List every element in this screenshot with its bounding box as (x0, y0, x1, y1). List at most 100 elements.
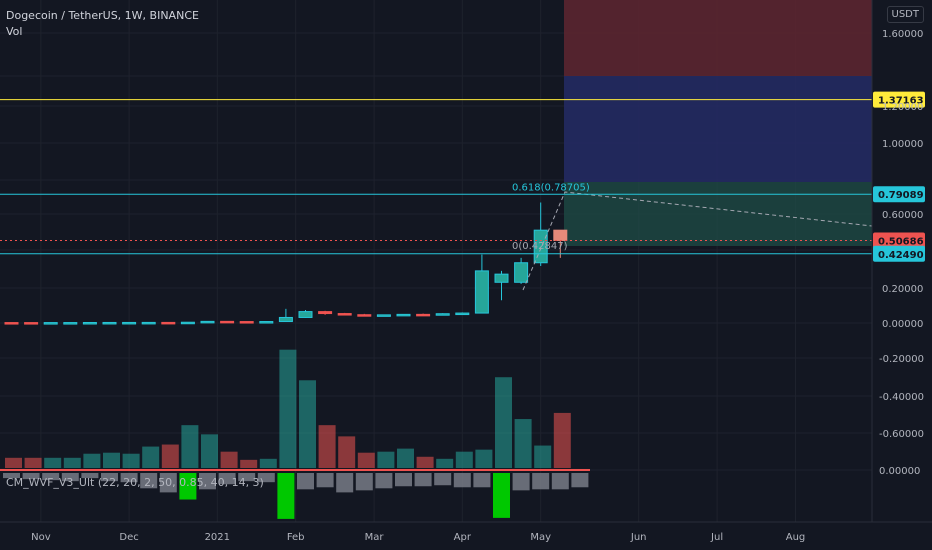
wvf-bar (42, 473, 60, 481)
candle-body (396, 313, 411, 317)
wvf-bar (159, 473, 177, 493)
price-tick-label: 0.20000 (882, 284, 923, 295)
candle-body (474, 270, 489, 314)
volume-bar (279, 349, 297, 468)
indicator-legend[interactable]: CM_WVF_V3_Ult (22, 20, 2, 50, 0.85, 40, … (6, 476, 264, 489)
wvf-bar (375, 473, 393, 489)
price-tick-label: 0.60000 (882, 210, 923, 221)
wvf-bar (316, 473, 334, 488)
volume-bar (534, 445, 552, 468)
volume-bar (318, 425, 336, 468)
candle-body (514, 262, 529, 283)
candle-body (4, 322, 19, 325)
price-line-label-bg (873, 91, 925, 108)
time-tick-label: Mar (365, 532, 385, 543)
wvf-bar (199, 473, 216, 490)
volume-bar (299, 380, 316, 468)
wvf-bar (238, 473, 256, 482)
time-tick-label: Apr (454, 532, 472, 543)
fib-label: 0.618(0.78705) (512, 182, 590, 193)
volume-bar (142, 446, 160, 468)
volume-bar (553, 412, 571, 468)
volume-bar (514, 419, 532, 468)
candle-body (141, 321, 156, 325)
fib-label: 0(0.42847) (512, 241, 568, 252)
time-tick-label: Aug (786, 532, 806, 543)
candle-body (259, 321, 274, 324)
wvf-bar (101, 473, 118, 482)
candle-body (278, 316, 293, 323)
symbol-title[interactable]: Dogecoin / TetherUS, 1W, BINANCE (6, 9, 199, 22)
wvf-bar (81, 473, 99, 479)
volume-bar (220, 451, 238, 468)
candle-body (494, 273, 509, 283)
candle-body (102, 321, 117, 325)
price-tick-label: 1.00000 (882, 139, 923, 150)
wvf-bar (61, 473, 79, 482)
wvf-bar (571, 473, 589, 488)
volume-bar (357, 452, 375, 468)
wvf-bar (414, 473, 432, 487)
candle-body (533, 229, 548, 264)
price-line-label-bg (873, 186, 925, 203)
candle-body (122, 321, 137, 325)
volume-bar (455, 451, 473, 468)
price-line-label-bg (873, 232, 925, 249)
volume-bar (397, 448, 414, 468)
wvf-bar (218, 473, 236, 485)
volume-bar (181, 425, 199, 468)
volume-bar (122, 453, 140, 468)
indicator-tick-label: -0.40000 (879, 392, 924, 403)
candle-body (161, 321, 176, 325)
stop-zone (564, 0, 872, 76)
currency-badge[interactable]: USDT (886, 6, 924, 23)
wvf-bar (297, 473, 314, 490)
volume-bar (44, 457, 62, 468)
volume-bar (5, 457, 22, 468)
wvf-bar (257, 473, 275, 483)
volume-bar (63, 457, 81, 468)
candle-body (220, 320, 235, 324)
wvf-bar (277, 473, 295, 519)
volume-bar (436, 458, 454, 468)
price-line-label-bg (873, 245, 925, 262)
time-tick-label: 2021 (205, 532, 230, 543)
candle-body (82, 321, 97, 325)
wvf-bar (532, 473, 550, 490)
indicator-tick-label: -0.20000 (879, 354, 924, 365)
candle-body (318, 311, 333, 315)
volume-bar (495, 377, 512, 468)
target-zone (564, 76, 872, 182)
wvf-bar (473, 473, 491, 488)
projection-path (522, 191, 873, 291)
volume-bar (377, 451, 395, 468)
price-line-label: 0.50686 (878, 236, 924, 247)
volume-bar (240, 459, 258, 468)
volume-legend[interactable]: Vol (6, 25, 23, 38)
price-line-label: 0.42490 (878, 250, 924, 261)
candle-body (416, 313, 431, 317)
price-tick-label: 0.00000 (882, 319, 923, 330)
price-tick-label: 1.20000 (882, 102, 923, 113)
candle-body (298, 311, 313, 318)
candle-body (455, 312, 470, 316)
candle-body (376, 314, 391, 317)
candle-body (239, 321, 254, 324)
candle-body (357, 314, 372, 317)
candle-body (43, 322, 58, 325)
wvf-bar (512, 473, 530, 491)
time-tick-label: Jul (710, 532, 723, 543)
wvf-bar (453, 473, 471, 488)
time-tick-label: Nov (31, 532, 51, 543)
wvf-bar (140, 473, 158, 489)
wvf-bar (120, 473, 138, 483)
profit-zone (564, 182, 872, 246)
indicator-tick-label: -0.60000 (879, 429, 924, 440)
price-tick-label: 1.60000 (882, 29, 923, 40)
price-line-label: 1.37163 (878, 96, 924, 107)
wvf-bar (3, 473, 20, 479)
time-tick-label: Dec (119, 532, 138, 543)
volume-bar (24, 457, 42, 468)
indicator-tick-label: 0.00000 (879, 466, 920, 477)
